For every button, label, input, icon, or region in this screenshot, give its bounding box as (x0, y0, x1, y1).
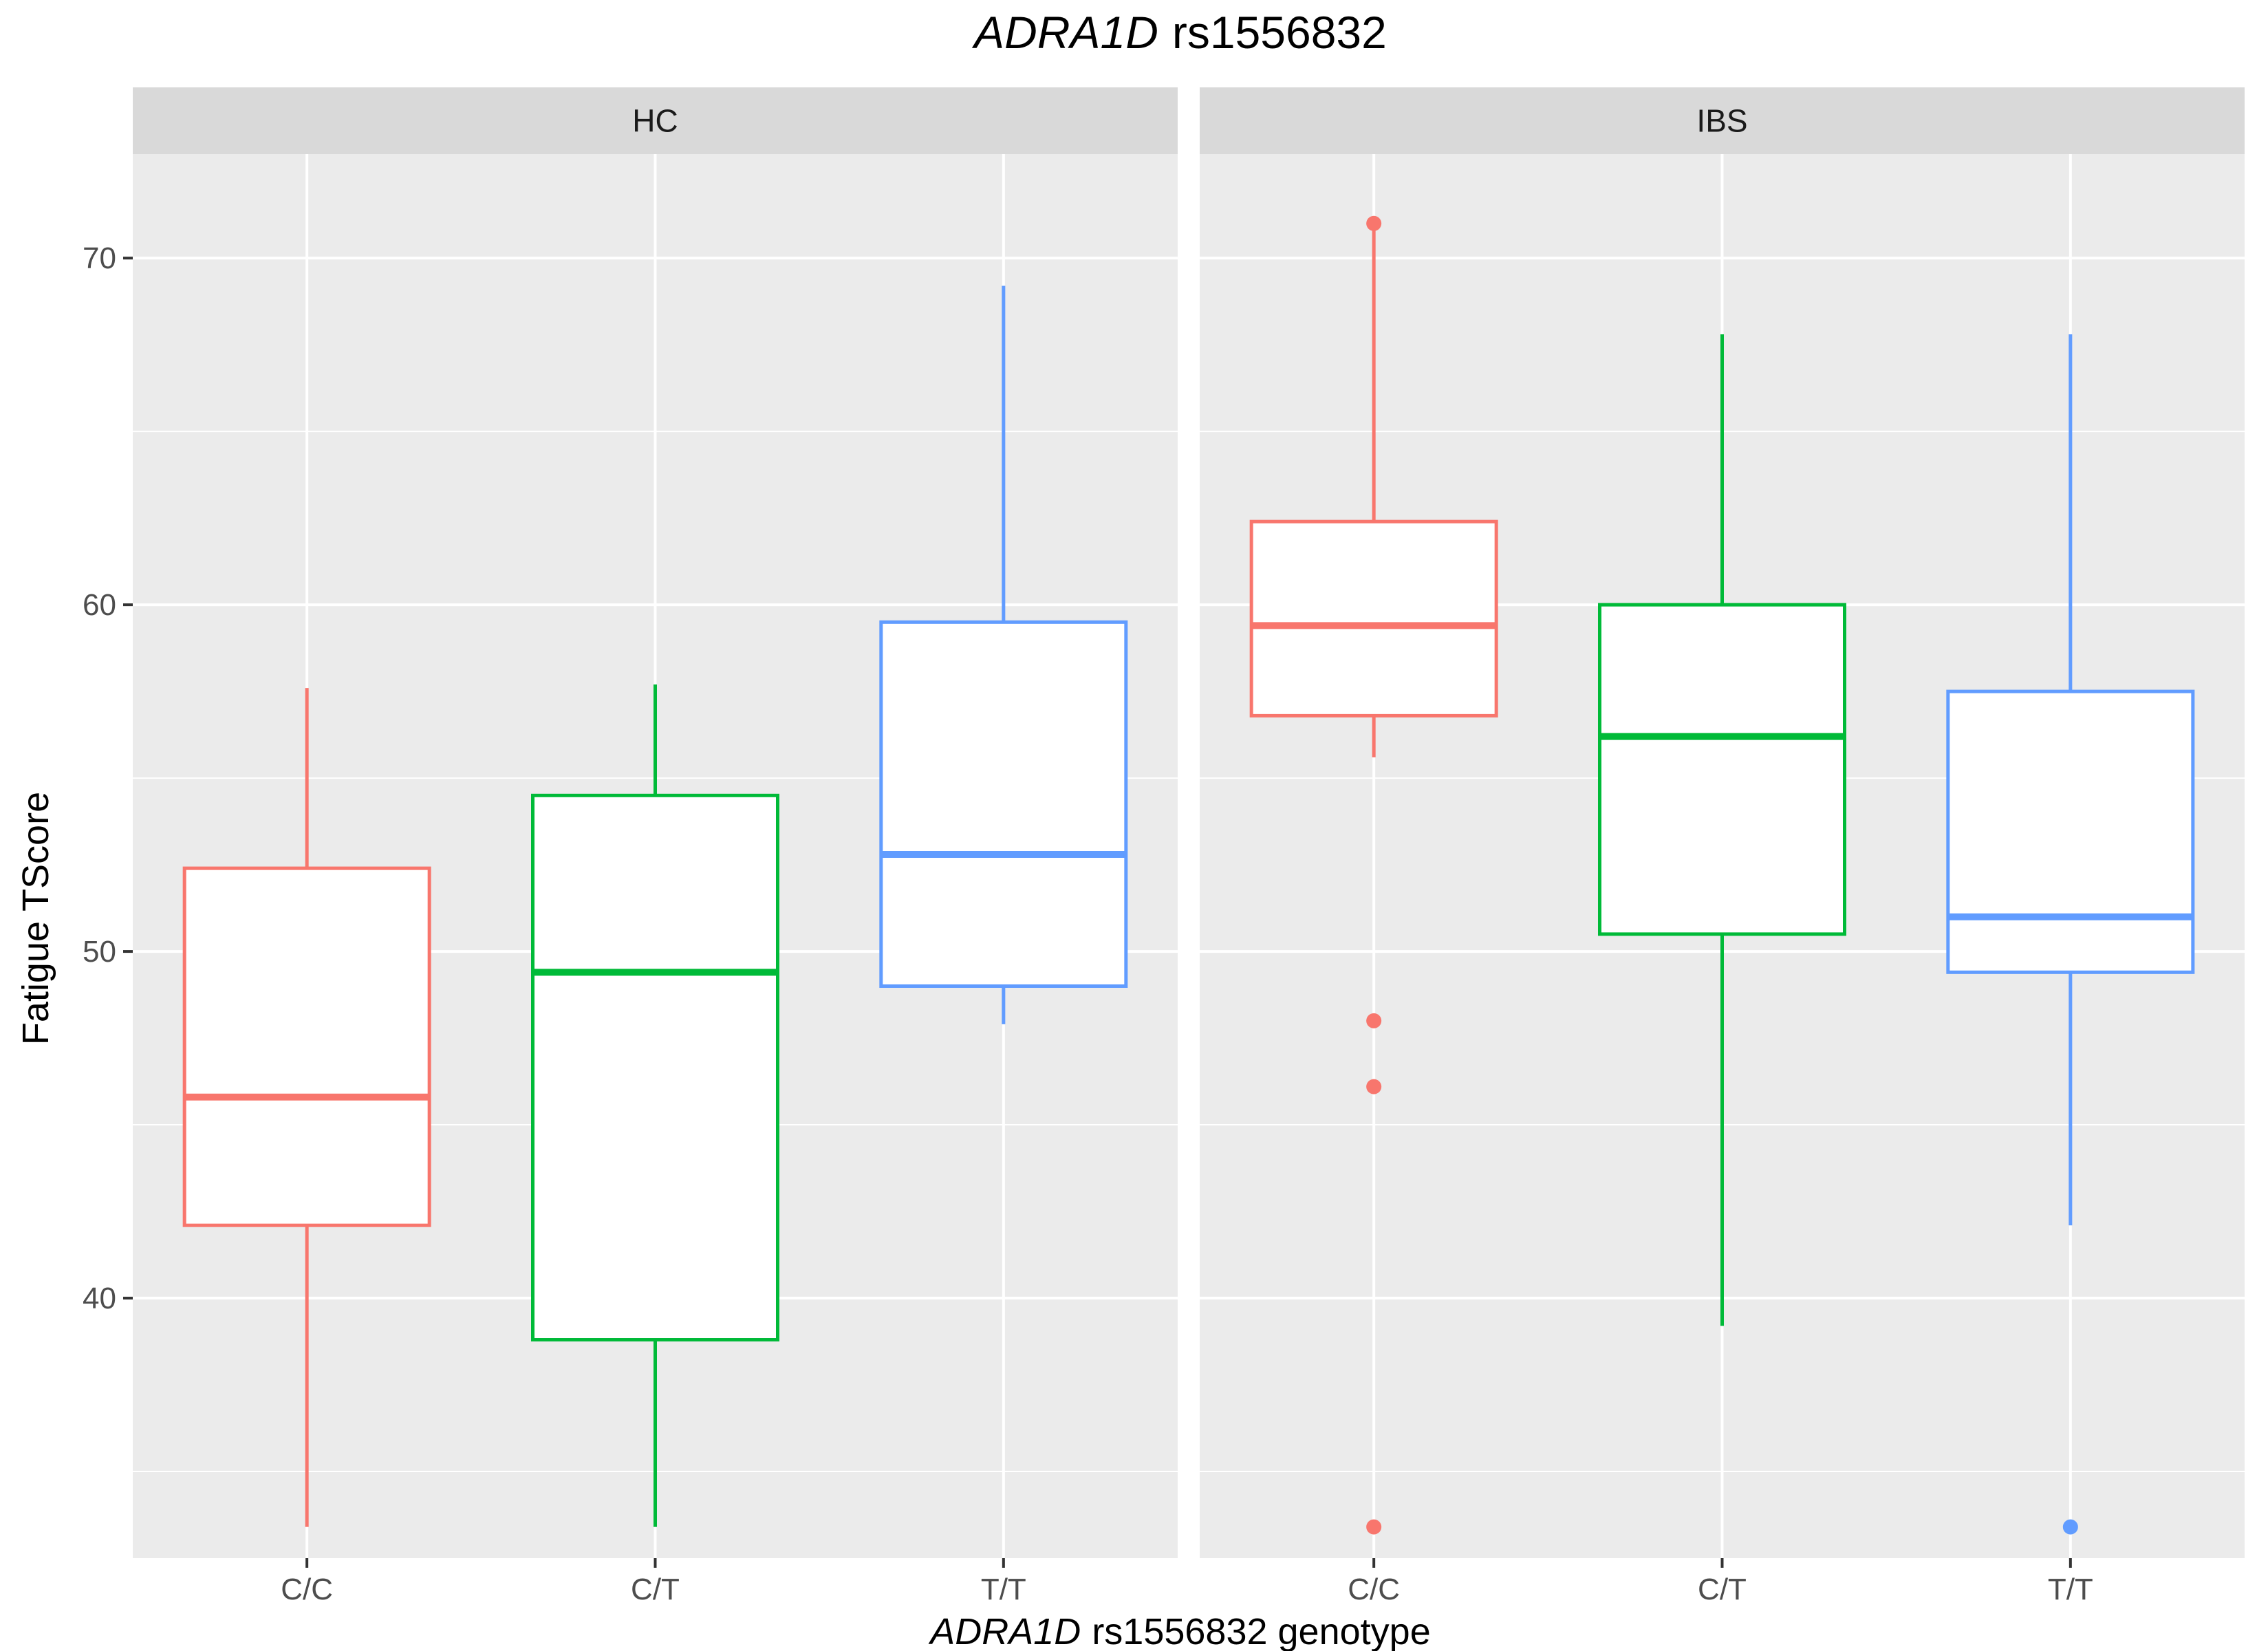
y-tick-label: 40 (83, 1282, 116, 1315)
x-axis-label-gene: ADRA1D (928, 1611, 1081, 1651)
outlier-point (1366, 1079, 1382, 1094)
x-axis-label-rest: rs1556832 genotype (1092, 1611, 1430, 1651)
x-tick-label: C/T (631, 1573, 680, 1606)
chart-title-gene: ADRA1D (971, 7, 1158, 58)
outlier-point (1366, 1013, 1382, 1028)
outlier-point (1366, 215, 1382, 231)
outlier-point (2062, 1519, 2078, 1535)
chart-title: ADRA1D rs1556832 (971, 7, 1387, 58)
y-tick-label: 60 (83, 588, 116, 622)
x-axis-label: ADRA1D rs1556832 genotype (928, 1611, 1430, 1651)
facet-strip-label: IBS (1696, 103, 1747, 139)
box-ibs-cc (1249, 215, 1498, 1535)
box-iqr (879, 620, 1128, 988)
facet-panel-ibs: IBS C/C C/T T/T (1200, 87, 2245, 1606)
facet-panel-hc: HC C/C C/T T/T (133, 87, 1178, 1606)
box-hc-ct (531, 684, 779, 1527)
box-ibs-ct (1598, 334, 1846, 1326)
outlier-point (1366, 1519, 1382, 1535)
y-axis: 40 50 60 70 (83, 241, 133, 1315)
x-tick-label: C/T (1698, 1573, 1747, 1606)
box-iqr (1249, 519, 1498, 717)
box-ibs-tt (1946, 334, 2195, 1535)
box-hc-tt (879, 285, 1128, 1024)
facet-strip (1200, 87, 2245, 154)
facet-strip (133, 87, 1178, 154)
box-iqr (1946, 689, 2195, 974)
y-tick-label: 50 (83, 935, 116, 969)
box-iqr (1598, 603, 1846, 936)
facet-strip-label: HC (632, 103, 678, 139)
y-tick-label: 70 (83, 241, 116, 275)
x-tick-label: C/C (1348, 1573, 1400, 1606)
box-iqr (531, 793, 779, 1342)
y-axis-label: Fatigue TScore (15, 792, 56, 1045)
x-tick-label: C/C (281, 1573, 333, 1606)
x-tick-label: T/T (981, 1573, 1026, 1606)
chart-title-snp: rs1556832 (1172, 7, 1387, 58)
box-hc-cc (182, 688, 431, 1527)
x-tick-label: T/T (2048, 1573, 2093, 1606)
box-iqr (182, 866, 431, 1227)
